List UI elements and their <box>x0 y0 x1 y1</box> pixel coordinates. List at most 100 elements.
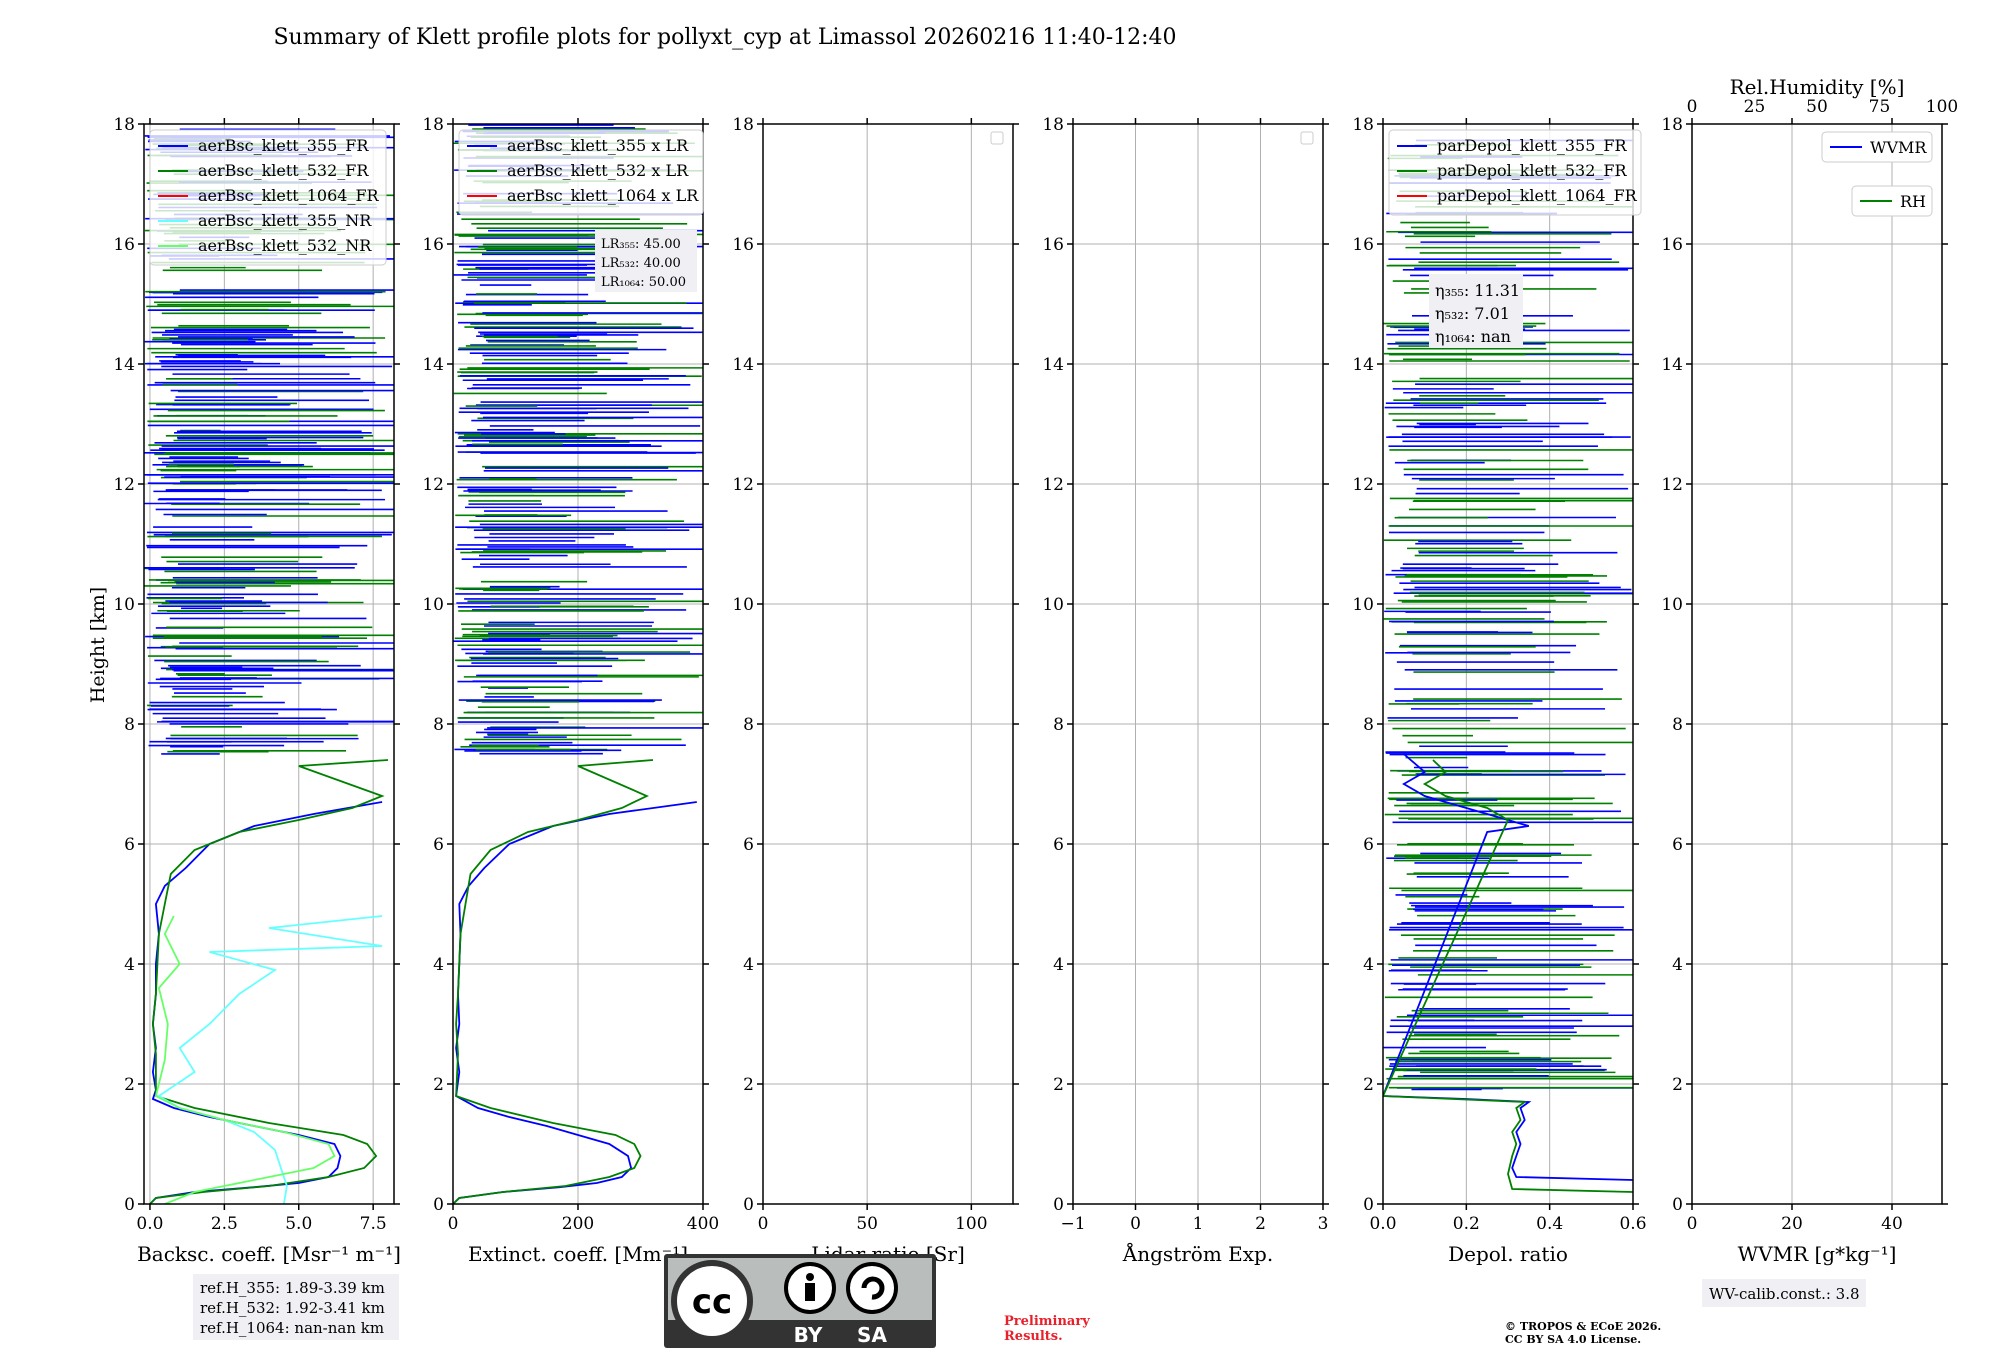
legend-entry: aerBsc_klett_532_FR <box>198 161 369 180</box>
x-tick-label: −1 <box>1060 1214 1085 1234</box>
y-tick-label: 4 <box>743 955 754 975</box>
legend-entry: RH <box>1900 192 1926 211</box>
top-tick-label: 75 <box>1869 97 1891 117</box>
y-tick-label: 14 <box>1352 355 1374 375</box>
y-tick-label: 0 <box>433 1195 444 1215</box>
x-tick-label: 100 <box>955 1214 987 1234</box>
y-tick-label: 12 <box>422 475 444 495</box>
refh-355: ref.H_355: 1.89-3.39 km <box>200 1279 385 1297</box>
eta-value: η₃₅₅: 11.31 <box>1435 281 1520 300</box>
y-tick-label: 2 <box>1053 1075 1064 1095</box>
x-tick-label: 200 <box>562 1214 594 1234</box>
copyright-line1: © TROPOS & ECoE 2026. <box>1505 1320 1661 1333</box>
x-tick-label: 2 <box>1255 1214 1266 1234</box>
panel-ext: 0 2 4 6 8 10 12 14 16 18 0 200 400 Extinct. coeff. [M… <box>422 115 719 1266</box>
y-tick-label: 14 <box>1042 355 1064 375</box>
x-tick-label: 0 <box>448 1214 459 1234</box>
copyright-line2: CC BY SA 4.0 License. <box>1505 1333 1641 1346</box>
plot-area <box>1383 139 1633 1193</box>
y-tick-label: 16 <box>1042 235 1064 255</box>
x-tick-label: 0.6 <box>1619 1214 1646 1234</box>
x-tick-label: 7.5 <box>360 1214 387 1234</box>
x-axis-label: Depol. ratio <box>1448 1242 1568 1266</box>
y-tick-label: 18 <box>1352 115 1374 135</box>
x-tick-label: 20 <box>1781 1214 1803 1234</box>
y-tick-label: 16 <box>1661 235 1683 255</box>
panel-dep: 0 2 4 6 8 10 12 14 16 18 0.0 0.2 0.4 0.6 Depol. ratio p… <box>1352 115 1646 1266</box>
x-tick-label: 50 <box>856 1214 878 1234</box>
x-tick-label: 0.0 <box>1369 1214 1396 1234</box>
y-tick-label: 18 <box>1661 115 1683 135</box>
y-tick-label: 4 <box>1363 955 1374 975</box>
empty-legend <box>990 131 1004 145</box>
y-tick-label: 12 <box>1661 475 1683 495</box>
y-tick-label: 12 <box>732 475 754 495</box>
legend-entry: aerBsc_klett_355_FR <box>198 136 369 155</box>
lr-value: LR₃₅₅: 45.00 <box>601 237 681 252</box>
series-aerBsc_klett_532_FR <box>149 759 389 1204</box>
y-tick-label: 2 <box>1363 1075 1374 1095</box>
y-tick-label: 10 <box>1352 595 1374 615</box>
legend-entry: parDepol_klett_1064_FR <box>1437 186 1638 205</box>
y-tick-label: 6 <box>1363 835 1374 855</box>
x-tick-label: 400 <box>687 1214 719 1234</box>
eta-box <box>1429 274 1523 348</box>
refh-532: ref.H_532: 1.92-3.41 km <box>200 1299 385 1317</box>
y-tick-label: 6 <box>743 835 754 855</box>
y-tick-label: 18 <box>1042 115 1064 135</box>
top-tick-label: 50 <box>1806 97 1828 117</box>
refh-1064: ref.H_1064: nan-nan km <box>200 1319 384 1337</box>
axes-frame <box>1691 123 1943 1205</box>
y-tick-label: 18 <box>422 115 444 135</box>
legend-entry: parDepol_klett_355_FR <box>1437 136 1628 155</box>
legend-box <box>149 129 387 266</box>
x-tick-label: 0.0 <box>136 1214 163 1234</box>
y-tick-label: 0 <box>1672 1195 1683 1215</box>
y-tick-label: 10 <box>732 595 754 615</box>
eta-value: η₁₀₆₄: nan <box>1435 327 1511 346</box>
y-tick-label: 10 <box>1661 595 1683 615</box>
y-tick-label: 8 <box>1363 715 1374 735</box>
plot-area <box>144 128 394 1204</box>
y-tick-label: 6 <box>433 835 444 855</box>
y-tick-label: 0 <box>743 1195 754 1215</box>
top-tick-label: 0 <box>1687 97 1698 117</box>
lr-box <box>595 230 697 292</box>
y-tick-label: 14 <box>113 355 135 375</box>
top-axis-label: Rel.Humidity [%] <box>1730 75 1905 99</box>
preliminary-line2: Results. <box>1004 1329 1063 1344</box>
y-tick-label: 14 <box>1661 355 1683 375</box>
figure-title: Summary of Klett profile plots for polly… <box>273 25 1176 50</box>
reference-height-box: ref.H_355: 1.89-3.39 km ref.H_532: 1.92-… <box>193 1274 399 1340</box>
cc-license-badge: cc BY SA <box>664 1254 936 1348</box>
legend-entry: aerBsc_klett_355 x LR <box>507 136 689 155</box>
axes-frame <box>1382 123 1634 1205</box>
y-tick-label: 8 <box>1672 715 1683 735</box>
y-tick-label: 2 <box>433 1075 444 1095</box>
legend-entry: aerBsc_klett_1064 x LR <box>507 186 699 205</box>
legend-box <box>1388 129 1642 216</box>
y-tick-label: 14 <box>422 355 444 375</box>
legend-entry: aerBsc_klett_532 x LR <box>507 161 689 180</box>
y-tick-label: 16 <box>1352 235 1374 255</box>
series-aerBsc_klett_355_FR <box>149 801 383 1204</box>
y-tick-label: 4 <box>433 955 444 975</box>
y-tick-label: 6 <box>1053 835 1064 855</box>
y-tick-label: 8 <box>743 715 754 735</box>
y-tick-label: 18 <box>732 115 754 135</box>
top-tick-label: 25 <box>1744 97 1766 117</box>
y-tick-label: 4 <box>124 955 135 975</box>
x-tick-label: 0 <box>758 1214 769 1234</box>
x-tick-label: 40 <box>1881 1214 1903 1234</box>
y-tick-label: 2 <box>1672 1075 1683 1095</box>
x-tick-label: 2.5 <box>211 1214 238 1234</box>
series-aerBsc_klett_532_NR <box>154 915 336 1204</box>
x-tick-label: 0.2 <box>1453 1214 1480 1234</box>
lr-value: LR₁₀₆₄: 50.00 <box>601 275 686 290</box>
legend-box <box>1821 131 1933 163</box>
x-tick-label: 5.0 <box>285 1214 312 1234</box>
x-tick-label: 3 <box>1318 1214 1329 1234</box>
y-tick-label: 6 <box>1672 835 1683 855</box>
